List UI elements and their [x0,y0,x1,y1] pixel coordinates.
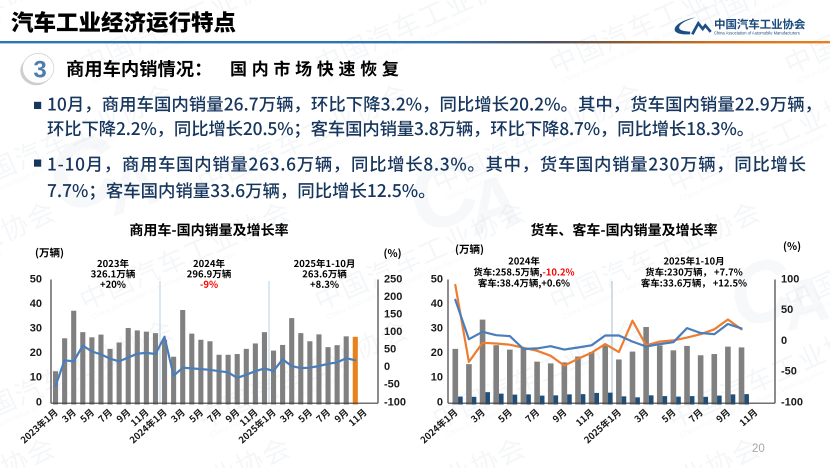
svg-text:50: 50 [30,273,42,285]
svg-text:0: 0 [437,396,443,408]
svg-text:0: 0 [36,396,42,408]
svg-text:-50: -50 [781,366,797,378]
svg-text:-100: -100 [384,396,406,408]
svg-text:20: 20 [30,347,42,359]
svg-text:-100: -100 [781,396,803,408]
svg-text:40: 40 [431,298,443,310]
svg-text:10: 10 [431,372,443,384]
svg-text:150: 150 [384,308,402,320]
svg-text:China Association of Automobil: China Association of Automobile Manufact… [714,31,800,36]
svg-text:100: 100 [781,273,799,285]
svg-text:50: 50 [431,273,443,285]
svg-text:10: 10 [30,372,42,384]
svg-text:20: 20 [431,347,443,359]
svg-text:20: 20 [752,443,765,455]
svg-text:0: 0 [781,335,787,347]
svg-text:3: 3 [33,57,46,84]
svg-text:0: 0 [384,361,390,373]
svg-text:100: 100 [384,326,402,338]
svg-text:-50: -50 [384,379,400,391]
svg-text:40: 40 [30,298,42,310]
svg-text:250: 250 [384,273,402,285]
svg-text:50: 50 [781,304,793,316]
svg-text:30: 30 [30,323,42,335]
svg-text:50: 50 [384,344,396,356]
svg-text:200: 200 [384,291,402,303]
svg-text:30: 30 [431,323,443,335]
